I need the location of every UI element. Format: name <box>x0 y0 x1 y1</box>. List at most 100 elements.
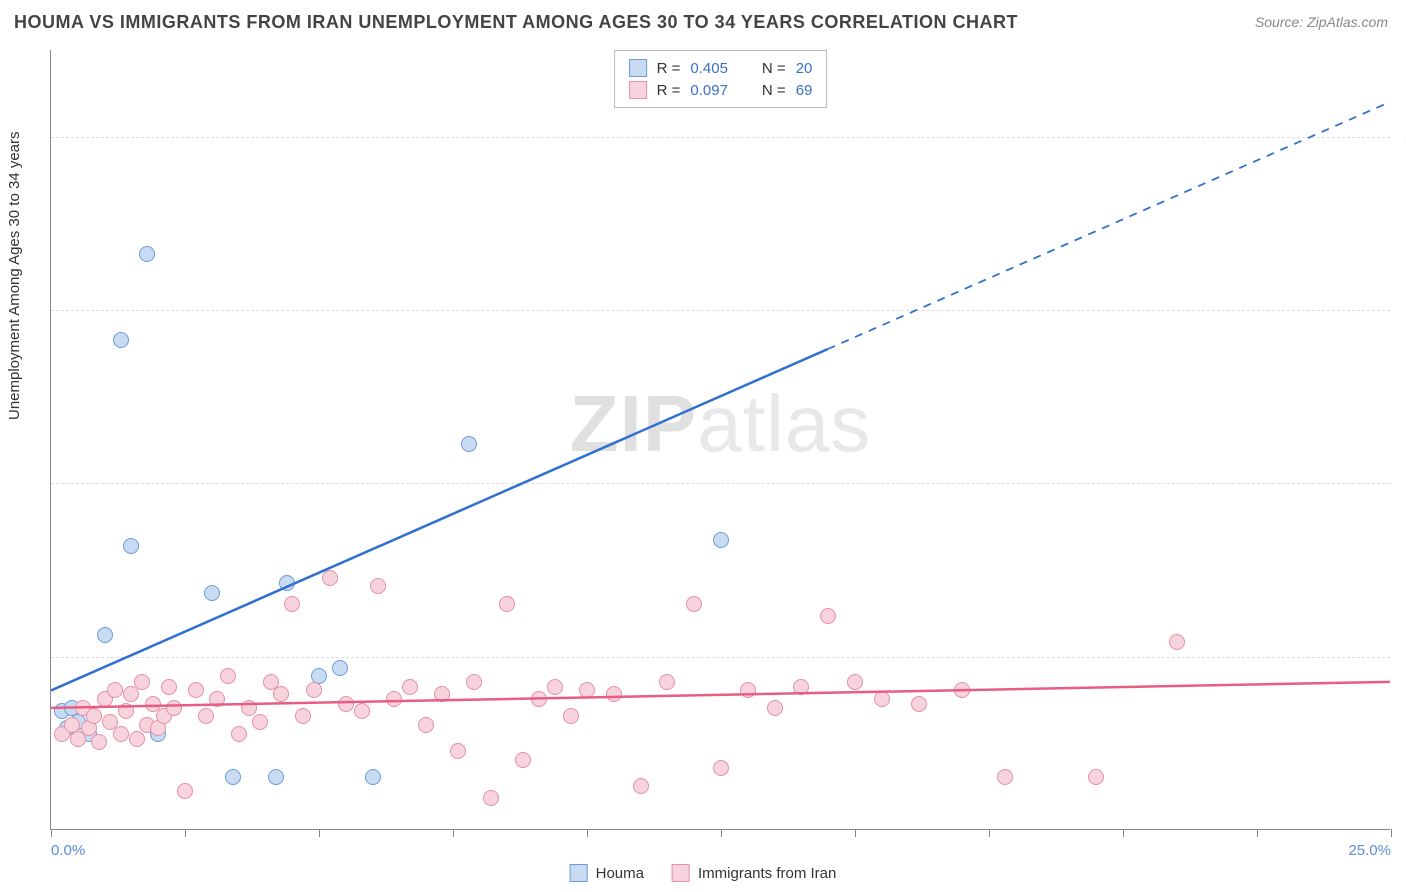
data-point <box>418 717 434 733</box>
data-point <box>633 778 649 794</box>
x-tick <box>51 829 52 837</box>
data-point <box>284 596 300 612</box>
source-name: ZipAtlas.com <box>1307 14 1388 30</box>
x-tick <box>1257 829 1258 837</box>
data-point <box>1169 634 1185 650</box>
data-point <box>322 570 338 586</box>
x-tick <box>185 829 186 837</box>
gridline-h <box>51 310 1390 311</box>
correlation-legend: R = 0.405 N = 20 R = 0.097 N = 69 <box>614 50 828 108</box>
data-point <box>450 743 466 759</box>
stat-n-label: N = <box>762 82 786 99</box>
data-point <box>1088 769 1104 785</box>
data-point <box>113 332 129 348</box>
data-point <box>954 682 970 698</box>
watermark-bold: ZIP <box>570 379 697 468</box>
data-point <box>515 752 531 768</box>
data-point <box>847 674 863 690</box>
legend-label: Houma <box>596 865 644 882</box>
data-point <box>273 686 289 702</box>
data-point <box>402 679 418 695</box>
legend-swatch <box>672 864 690 882</box>
data-point <box>354 703 370 719</box>
data-point <box>225 769 241 785</box>
data-point <box>161 679 177 695</box>
legend-swatch <box>570 864 588 882</box>
data-point <box>139 246 155 262</box>
data-point <box>129 731 145 747</box>
data-point <box>713 760 729 776</box>
series-legend-item: Immigrants from Iran <box>672 864 836 882</box>
trend-line-dashed <box>828 102 1390 349</box>
data-point <box>365 769 381 785</box>
data-point <box>241 700 257 716</box>
data-point <box>659 674 675 690</box>
series-legend-item: Houma <box>570 864 644 882</box>
data-point <box>295 708 311 724</box>
data-point <box>563 708 579 724</box>
data-point <box>466 674 482 690</box>
data-point <box>793 679 809 695</box>
data-point <box>306 682 322 698</box>
data-point <box>204 585 220 601</box>
x-tick <box>587 829 588 837</box>
data-point <box>483 790 499 806</box>
data-point <box>177 783 193 799</box>
x-tick <box>319 829 320 837</box>
data-point <box>820 608 836 624</box>
correlation-legend-row: R = 0.097 N = 69 <box>629 79 813 101</box>
data-point <box>268 769 284 785</box>
x-tick-label: 0.0% <box>51 842 85 859</box>
stat-n-value: 69 <box>796 82 813 99</box>
stat-n-label: N = <box>762 60 786 77</box>
x-tick <box>989 829 990 837</box>
data-point <box>209 691 225 707</box>
data-point <box>370 578 386 594</box>
trend-line-solid <box>51 349 828 690</box>
stat-r-value: 0.097 <box>690 82 728 99</box>
stat-r-label: R = <box>657 82 681 99</box>
data-point <box>386 691 402 707</box>
source-attribution: Source: ZipAtlas.com <box>1255 14 1388 30</box>
data-point <box>118 703 134 719</box>
stat-n-value: 20 <box>796 60 813 77</box>
data-point <box>188 682 204 698</box>
data-point <box>874 691 890 707</box>
data-point <box>332 660 348 676</box>
x-tick <box>721 829 722 837</box>
data-point <box>713 532 729 548</box>
data-point <box>606 686 622 702</box>
data-point <box>434 686 450 702</box>
data-point <box>461 436 477 452</box>
watermark: ZIPatlas <box>570 378 871 470</box>
data-point <box>686 596 702 612</box>
gridline-h <box>51 657 1390 658</box>
data-point <box>220 668 236 684</box>
data-point <box>166 700 182 716</box>
data-point <box>997 769 1013 785</box>
legend-swatch <box>629 59 647 77</box>
data-point <box>279 575 295 591</box>
chart-title: HOUMA VS IMMIGRANTS FROM IRAN UNEMPLOYME… <box>14 12 1018 33</box>
data-point <box>91 734 107 750</box>
data-point <box>97 627 113 643</box>
data-point <box>86 708 102 724</box>
gridline-h <box>51 137 1390 138</box>
legend-label: Immigrants from Iran <box>698 865 836 882</box>
data-point <box>338 696 354 712</box>
data-point <box>547 679 563 695</box>
gridline-h <box>51 483 1390 484</box>
x-tick <box>1123 829 1124 837</box>
data-point <box>531 691 547 707</box>
x-tick-label: 25.0% <box>1348 842 1391 859</box>
stat-r-value: 0.405 <box>690 60 728 77</box>
x-tick <box>855 829 856 837</box>
stat-r-label: R = <box>657 60 681 77</box>
data-point <box>740 682 756 698</box>
data-point <box>579 682 595 698</box>
source-prefix: Source: <box>1255 14 1307 30</box>
correlation-legend-row: R = 0.405 N = 20 <box>629 57 813 79</box>
data-point <box>252 714 268 730</box>
y-axis-label: Unemployment Among Ages 30 to 34 years <box>6 131 23 420</box>
legend-swatch <box>629 81 647 99</box>
